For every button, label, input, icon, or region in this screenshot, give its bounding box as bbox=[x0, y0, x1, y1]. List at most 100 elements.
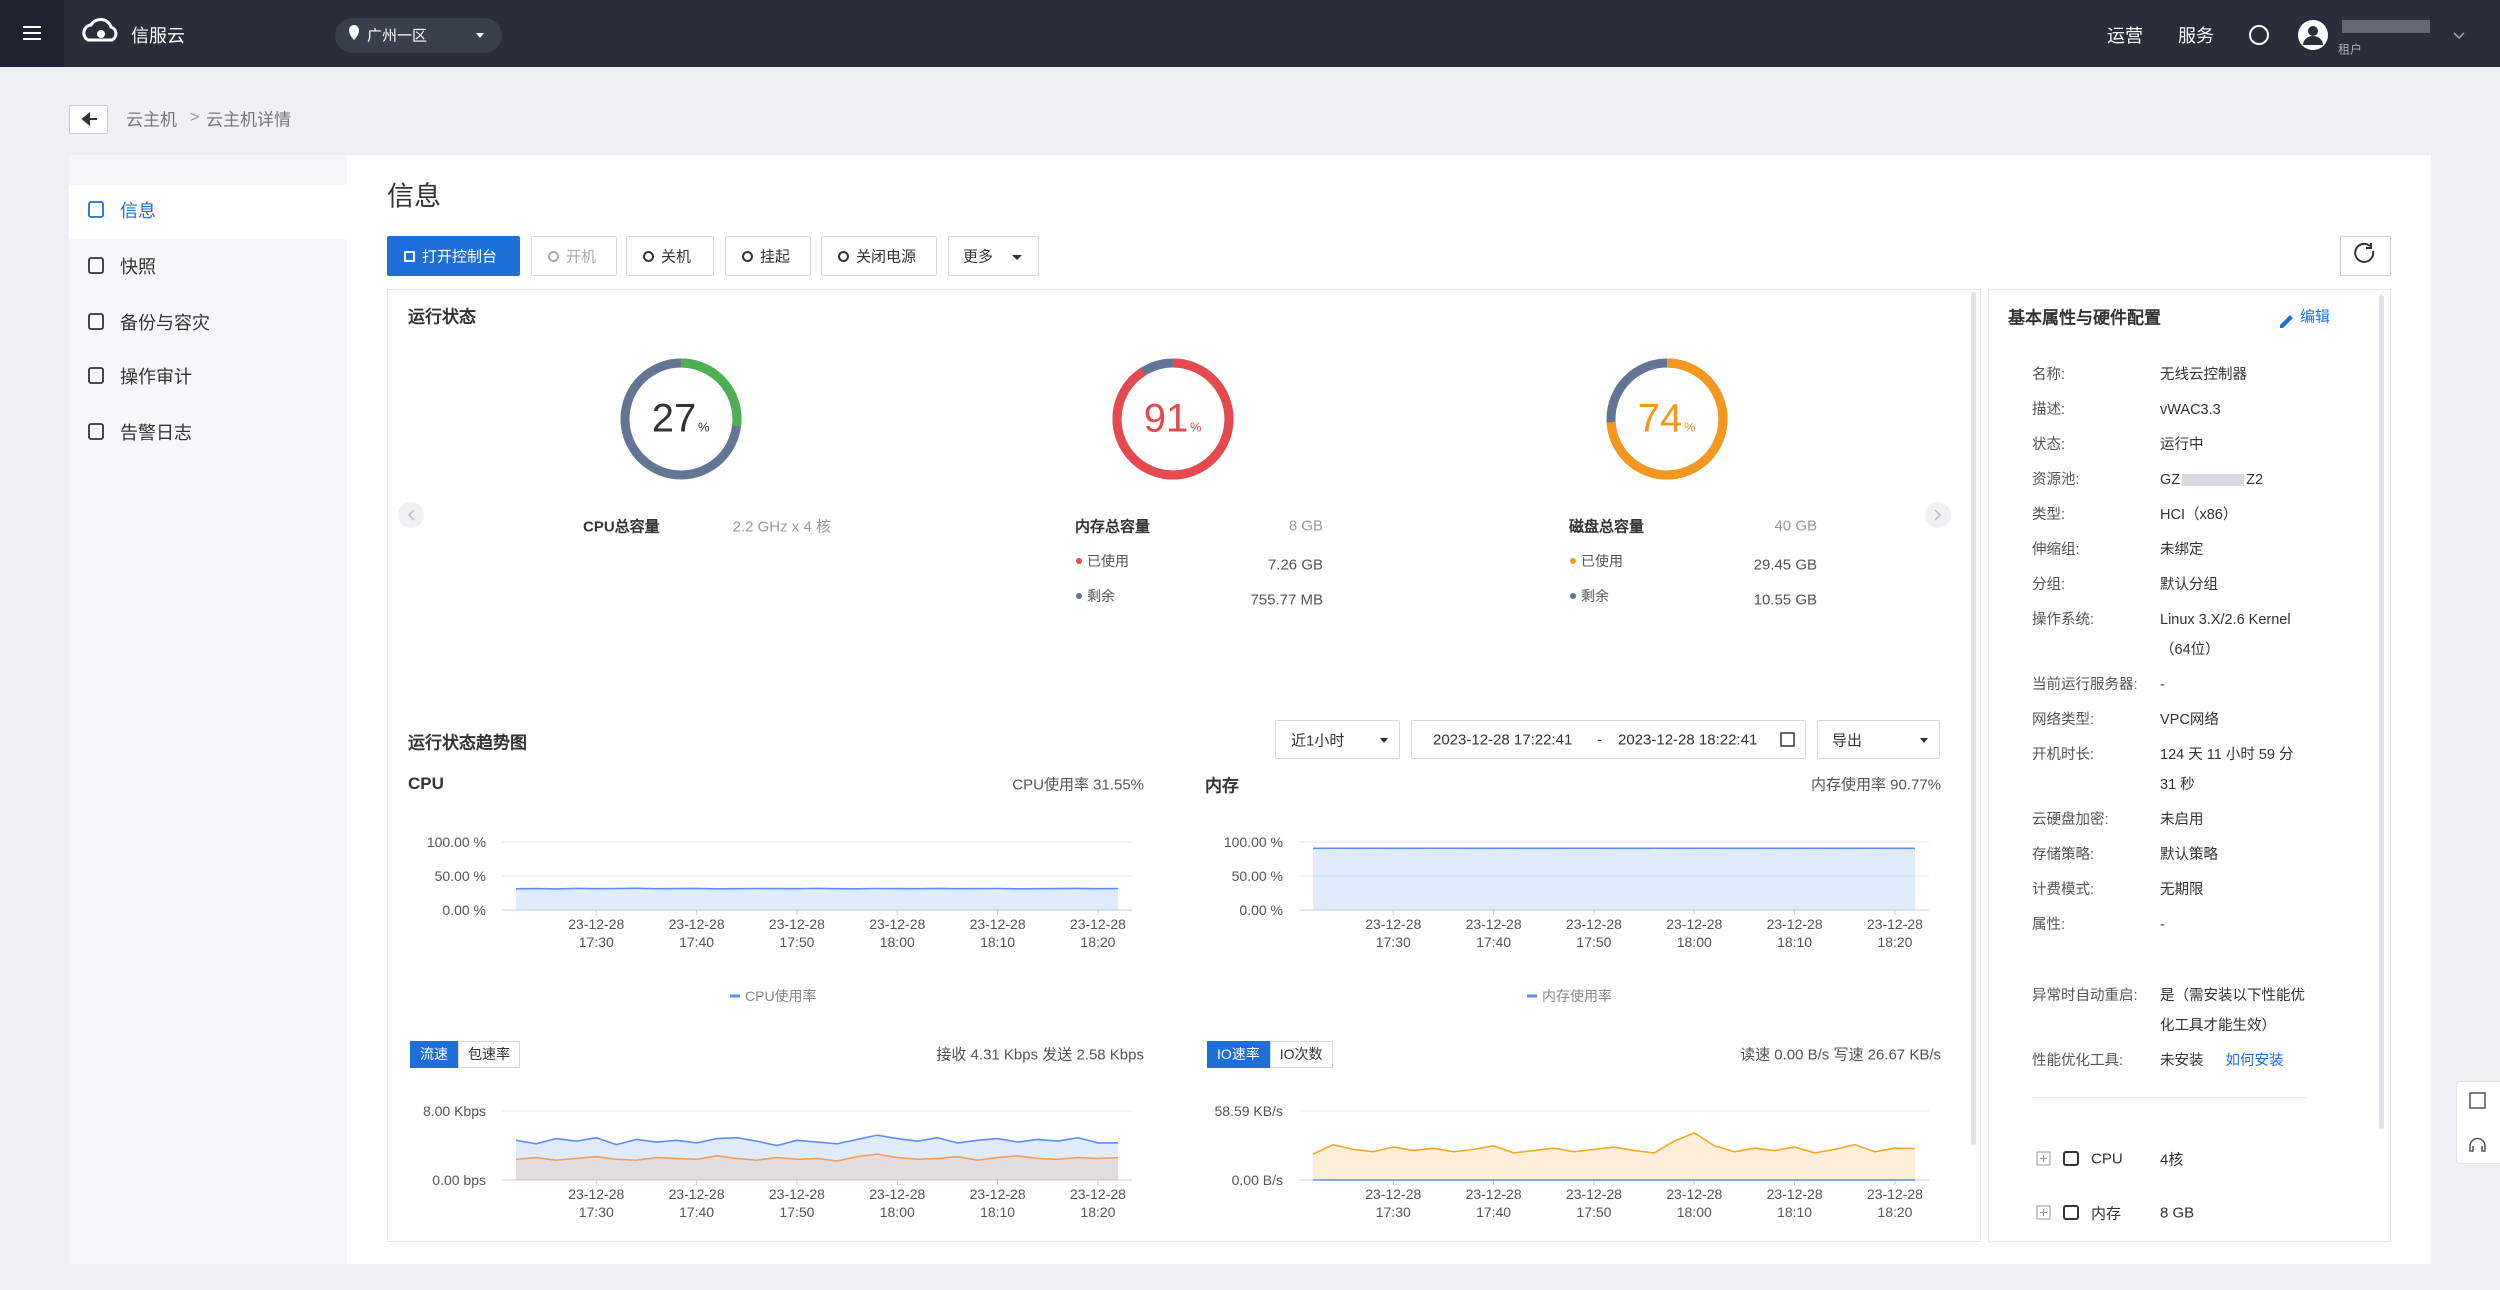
carousel-arrow[interactable] bbox=[1925, 502, 1951, 528]
action-button[interactable]: 关闭电源 bbox=[821, 236, 937, 276]
sidebar-item[interactable]: 快照 bbox=[120, 253, 156, 279]
property-row: 分组:默认分组 bbox=[2032, 570, 2372, 600]
breadcrumb-item[interactable]: 云主机 bbox=[126, 106, 177, 131]
property-row: 云硬盘加密:未启用 bbox=[2032, 805, 2372, 835]
property-text: Linux 3.X/2.6 Kernel（64位） bbox=[2160, 612, 2291, 658]
chart-tab[interactable]: 包速率 bbox=[458, 1041, 520, 1068]
sidebar-item[interactable]: 操作审计 bbox=[120, 363, 192, 389]
property-row: 计费模式:无期限 bbox=[2032, 875, 2372, 905]
property-value: 无期限 bbox=[2160, 875, 2308, 905]
action-button[interactable]: 更多 bbox=[948, 236, 1039, 276]
y-tick-label: 0.00 % bbox=[1239, 902, 1283, 918]
user-role: 租户 bbox=[2338, 41, 2362, 58]
property-value: - bbox=[2160, 670, 2308, 700]
help-icon[interactable] bbox=[2250, 26, 2268, 44]
expand-plus bbox=[2040, 1209, 2047, 1216]
property-label: 资源池: bbox=[2032, 465, 2160, 495]
x-tick-label: 23-12-2818:20 bbox=[1867, 916, 1923, 950]
action-button[interactable]: 挂起 bbox=[725, 236, 811, 276]
x-tick-label: 23-12-2818:20 bbox=[1070, 1186, 1126, 1220]
property-value: HCI（x86） bbox=[2160, 500, 2308, 530]
x-tick-label: 23-12-2818:00 bbox=[869, 916, 925, 950]
property-text: 默认分组 bbox=[2160, 577, 2218, 593]
x-tick-label: 23-12-2817:30 bbox=[1365, 1186, 1421, 1220]
property-label: 类型: bbox=[2032, 500, 2160, 530]
nav-item[interactable]: 运营 bbox=[2107, 22, 2143, 48]
gauge-legend-value: 7.26 GB bbox=[1268, 557, 1323, 574]
breadcrumb-item: 云主机详情 bbox=[206, 106, 291, 131]
property-text: 默认策略 bbox=[2160, 847, 2218, 863]
carousel-arrow[interactable] bbox=[398, 502, 424, 528]
sidebar-icon bbox=[89, 314, 103, 329]
gauge-value: 74 bbox=[1638, 397, 1683, 442]
property-label: 云硬盘加密: bbox=[2032, 805, 2160, 835]
property-label: 名称: bbox=[2032, 360, 2160, 390]
button-label: 开机 bbox=[566, 246, 596, 267]
property-text: 运行中 bbox=[2160, 437, 2204, 453]
y-tick-label: 50.00 % bbox=[1232, 868, 1283, 884]
property-text: - bbox=[2160, 917, 2165, 933]
action-button[interactable]: 关机 bbox=[626, 236, 714, 276]
sidebar-icon bbox=[89, 424, 103, 439]
region[interactable]: 广州一区 bbox=[367, 25, 427, 46]
property-text: vWAC3.3 bbox=[2160, 402, 2221, 418]
property-value: - bbox=[2160, 910, 2308, 940]
button-icon bbox=[643, 251, 654, 262]
y-tick-label: 0.00 B/s bbox=[1232, 1172, 1283, 1188]
series-area bbox=[516, 888, 1118, 910]
property-label: 操作系统: bbox=[2032, 605, 2160, 665]
y-tick-label: 50.00 % bbox=[435, 868, 486, 884]
details-title: 基本属性与硬件配置 bbox=[2008, 304, 2161, 329]
edit-link[interactable]: 编辑 bbox=[2300, 306, 2330, 327]
property-row: 类型:HCI（x86） bbox=[2032, 500, 2372, 530]
chart-title: CPU bbox=[408, 774, 444, 794]
property-value: Linux 3.X/2.6 Kernel（64位） bbox=[2160, 605, 2308, 665]
date-separator: - bbox=[1597, 732, 1602, 749]
caret bbox=[1012, 255, 1022, 265]
section-title: 运行状态趋势图 bbox=[408, 729, 527, 754]
hardware-value: 4核 bbox=[2160, 1149, 2183, 1170]
action-button[interactable]: 打开控制台 bbox=[387, 236, 520, 276]
property-row: 状态:运行中 bbox=[2032, 430, 2372, 460]
property-value: GZZ2 bbox=[2160, 465, 2308, 495]
refresh-icon bbox=[2355, 243, 2373, 262]
property-text: VPC网络 bbox=[2160, 712, 2219, 728]
sidebar-item[interactable]: 备份与容灾 bbox=[120, 309, 210, 335]
property-value: 默认策略 bbox=[2160, 840, 2308, 870]
y-tick-label: 8.00 Kbps bbox=[423, 1103, 486, 1119]
sidebar-item[interactable]: 信息 bbox=[120, 197, 156, 223]
x-tick-label: 23-12-2817:30 bbox=[1365, 916, 1421, 950]
property-value: 未安装如何安装 bbox=[2160, 1046, 2360, 1076]
breadcrumb-separator: > bbox=[190, 109, 199, 127]
property-row: 资源池:GZZ2 bbox=[2032, 465, 2372, 495]
y-tick-label: 100.00 % bbox=[427, 834, 486, 850]
sidebar-icon bbox=[89, 258, 103, 273]
chart-tab[interactable]: IO速率 bbox=[1207, 1041, 1270, 1068]
property-row: 伸缩组:未绑定 bbox=[2032, 535, 2372, 565]
hardware-icon bbox=[2064, 1152, 2078, 1165]
hardware-icon bbox=[2064, 1206, 2078, 1219]
property-row: 网络类型:VPC网络 bbox=[2032, 705, 2372, 735]
button-label: 关机 bbox=[661, 246, 691, 267]
property-row: 性能优化工具:未安装如何安装 bbox=[2032, 1046, 2372, 1076]
property-row: 名称:无线云控制器 bbox=[2032, 360, 2372, 390]
chart-tab[interactable]: 流速 bbox=[410, 1041, 458, 1068]
chart-tab[interactable]: IO次数 bbox=[1270, 1041, 1333, 1068]
chart-tabs: 流速包速率 bbox=[410, 1041, 520, 1068]
x-tick-label: 23-12-2817:50 bbox=[769, 1186, 825, 1220]
x-tick-label: 23-12-2818:10 bbox=[970, 916, 1026, 950]
nav-item[interactable]: 服务 bbox=[2178, 22, 2214, 48]
x-tick-label: 23-12-2818:20 bbox=[1867, 1186, 1923, 1220]
property-link[interactable]: 如何安装 bbox=[2226, 1053, 2284, 1069]
sidebar-item[interactable]: 告警日志 bbox=[120, 419, 192, 445]
property-text: 无期限 bbox=[2160, 882, 2204, 898]
property-label: 伸缩组: bbox=[2032, 535, 2160, 565]
gauge-value: 91 bbox=[1144, 397, 1189, 442]
range-value: 近1小时 bbox=[1291, 730, 1344, 751]
x-tick-label: 23-12-2817:50 bbox=[769, 916, 825, 950]
chart-summary: 读速 0.00 B/s 写速 26.67 KB/s bbox=[1740, 1044, 1941, 1065]
hardware-label: 内存 bbox=[2091, 1203, 2121, 1224]
gauge-legend: 剩余 bbox=[1581, 586, 1609, 606]
gauge-label: CPU总容量 bbox=[583, 516, 660, 537]
